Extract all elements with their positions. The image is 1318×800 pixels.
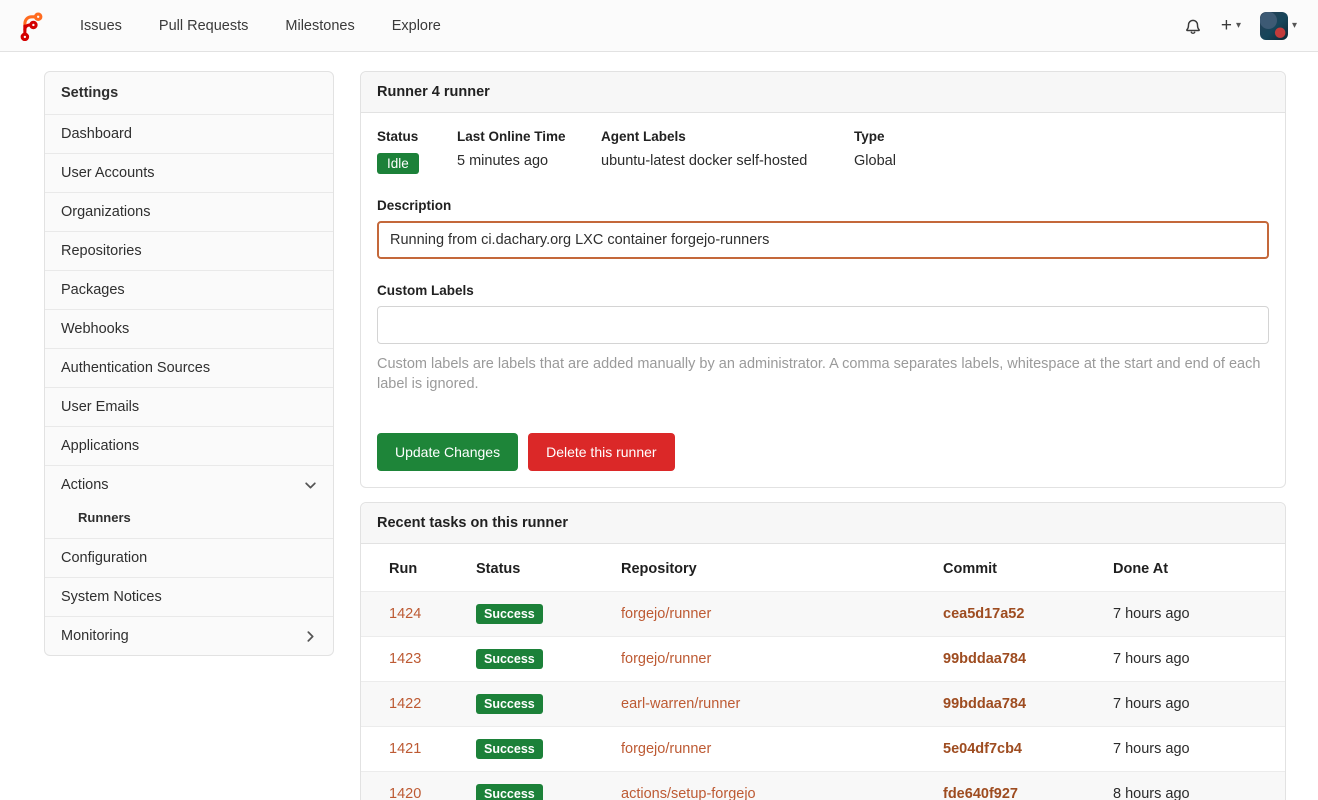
status-label: Status bbox=[377, 129, 419, 144]
sidebar-item-system-notices[interactable]: System Notices bbox=[45, 577, 333, 616]
sidebar-item-repositories[interactable]: Repositories bbox=[45, 231, 333, 270]
create-new-menu[interactable]: + ▾ bbox=[1221, 16, 1241, 35]
commit-link[interactable]: 99bddaa784 bbox=[943, 695, 1027, 712]
sidebar-header-settings: Settings bbox=[61, 85, 119, 101]
sidebar-item-packages[interactable]: Packages bbox=[45, 270, 333, 309]
runner-panel-title: Runner 4 runner bbox=[361, 72, 1285, 113]
sidebar-item-user-emails[interactable]: User Emails bbox=[45, 387, 333, 426]
sidebar-item-dashboard[interactable]: Dashboard bbox=[45, 114, 333, 153]
status-badge: Success bbox=[476, 648, 543, 669]
custom-labels-label: Custom Labels bbox=[377, 283, 474, 298]
main-content: Runner 4 runner Status Idle Last Online … bbox=[360, 71, 1286, 800]
col-header-run: Run bbox=[389, 560, 418, 577]
status-badge: Success bbox=[476, 738, 543, 759]
sidebar-item-authentication-sources[interactable]: Authentication Sources bbox=[45, 348, 333, 387]
run-link[interactable]: 1423 bbox=[389, 650, 422, 667]
run-link[interactable]: 1420 bbox=[389, 785, 422, 800]
last-online-label: Last Online Time bbox=[457, 129, 566, 144]
last-online-value: 5 minutes ago bbox=[457, 153, 549, 169]
nav-link-pull-requests[interactable]: Pull Requests bbox=[158, 17, 249, 34]
table-row: 1424 Success forgejo/runner cea5d17a52 7… bbox=[361, 591, 1285, 637]
repository-link[interactable]: forgejo/runner bbox=[621, 650, 712, 667]
runner-status-row: Status Idle Last Online Time 5 minutes a… bbox=[377, 129, 1269, 174]
sidebar-item-runners[interactable]: Runners bbox=[78, 510, 131, 525]
nav-link-milestones[interactable]: Milestones bbox=[285, 17, 355, 34]
status-badge: Idle bbox=[377, 153, 419, 174]
nav-link-explore[interactable]: Explore bbox=[391, 17, 441, 34]
admin-sidebar: Settings Dashboard User Accounts Organiz… bbox=[44, 71, 334, 656]
navbar-right: + ▾ ▾ bbox=[1184, 11, 1297, 40]
chevron-right-icon bbox=[304, 630, 317, 643]
description-label: Description bbox=[377, 198, 452, 213]
type-label: Type bbox=[854, 129, 885, 144]
forgejo-logo-icon[interactable] bbox=[16, 11, 46, 41]
chevron-down-icon: ▾ bbox=[1291, 20, 1297, 31]
table-row: 1422 Success earl-warren/runner 99bddaa7… bbox=[361, 681, 1285, 727]
repository-link[interactable]: actions/setup-forgejo bbox=[621, 785, 756, 800]
col-header-status: Status bbox=[476, 560, 521, 577]
sidebar-item-user-accounts[interactable]: User Accounts bbox=[45, 153, 333, 192]
done-at-value: 8 hours ago bbox=[1113, 785, 1190, 800]
done-at-value: 7 hours ago bbox=[1113, 695, 1190, 712]
table-row: 1423 Success forgejo/runner 99bddaa784 7… bbox=[361, 636, 1285, 681]
recent-tasks-table: Run Status Repository Commit Done At 142… bbox=[361, 544, 1285, 800]
chevron-down-icon bbox=[304, 479, 317, 492]
chevron-down-icon: ▾ bbox=[1235, 20, 1241, 31]
avatar bbox=[1259, 11, 1288, 40]
status-badge: Success bbox=[476, 783, 543, 800]
agent-labels-label: Agent Labels bbox=[601, 129, 686, 144]
type-value: Global bbox=[854, 153, 896, 169]
sidebar-item-webhooks[interactable]: Webhooks bbox=[45, 309, 333, 348]
sidebar-item-configuration[interactable]: Configuration bbox=[45, 538, 333, 577]
repository-link[interactable]: earl-warren/runner bbox=[621, 695, 741, 712]
recent-tasks-panel: Recent tasks on this runner Run Status R… bbox=[360, 501, 1286, 800]
table-header-row: Run Status Repository Commit Done At bbox=[361, 544, 1285, 592]
commit-link[interactable]: 99bddaa784 bbox=[943, 650, 1027, 667]
status-badge: Success bbox=[476, 603, 543, 624]
table-row: 1420 Success actions/setup-forgejo fde64… bbox=[361, 771, 1285, 800]
done-at-value: 7 hours ago bbox=[1113, 740, 1190, 757]
sidebar-item-organizations[interactable]: Organizations bbox=[45, 192, 333, 231]
col-header-repository: Repository bbox=[621, 560, 697, 577]
plus-icon: + bbox=[1220, 15, 1232, 36]
top-navbar: Issues Pull Requests Milestones Explore … bbox=[0, 0, 1318, 52]
runner-panel-body: Status Idle Last Online Time 5 minutes a… bbox=[361, 113, 1285, 487]
update-changes-button[interactable]: Update Changes bbox=[377, 432, 519, 471]
sidebar-item-label: Actions bbox=[61, 477, 109, 493]
run-link[interactable]: 1421 bbox=[389, 740, 422, 757]
commit-link[interactable]: fde640f927 bbox=[943, 785, 1018, 800]
custom-labels-help-text: Custom labels are labels that are added … bbox=[377, 356, 1261, 393]
done-at-value: 7 hours ago bbox=[1113, 605, 1190, 622]
status-badge: Success bbox=[476, 693, 543, 714]
agent-labels-value: ubuntu-latest docker self-hosted bbox=[601, 153, 808, 169]
run-link[interactable]: 1422 bbox=[389, 695, 422, 712]
run-link[interactable]: 1424 bbox=[389, 605, 422, 622]
commit-link[interactable]: cea5d17a52 bbox=[943, 605, 1025, 622]
commit-link[interactable]: 5e04df7cb4 bbox=[943, 740, 1022, 757]
custom-labels-input[interactable] bbox=[377, 306, 1269, 344]
done-at-value: 7 hours ago bbox=[1113, 650, 1190, 667]
runner-actions-row: Update Changes Delete this runner bbox=[377, 432, 1269, 471]
recent-tasks-title: Recent tasks on this runner bbox=[361, 502, 1285, 544]
user-menu[interactable]: ▾ bbox=[1259, 11, 1297, 40]
col-header-done-at: Done At bbox=[1113, 560, 1169, 577]
page-content: Settings Dashboard User Accounts Organiz… bbox=[0, 52, 1318, 800]
sidebar-item-monitoring[interactable]: Monitoring bbox=[45, 616, 333, 655]
notifications-bell-icon[interactable] bbox=[1184, 17, 1202, 35]
nav-link-issues[interactable]: Issues bbox=[80, 17, 122, 34]
repository-link[interactable]: forgejo/runner bbox=[621, 605, 712, 622]
sidebar-item-actions[interactable]: Actions bbox=[45, 465, 333, 504]
runner-detail-panel: Runner 4 runner Status Idle Last Online … bbox=[360, 71, 1286, 488]
repository-link[interactable]: forgejo/runner bbox=[621, 740, 712, 757]
col-header-commit: Commit bbox=[943, 560, 997, 577]
delete-runner-button[interactable]: Delete this runner bbox=[528, 432, 675, 471]
sidebar-item-label: Monitoring bbox=[61, 628, 129, 644]
sidebar-item-applications[interactable]: Applications bbox=[45, 426, 333, 465]
table-row: 1421 Success forgejo/runner 5e04df7cb4 7… bbox=[361, 726, 1285, 771]
description-input[interactable] bbox=[377, 221, 1269, 259]
